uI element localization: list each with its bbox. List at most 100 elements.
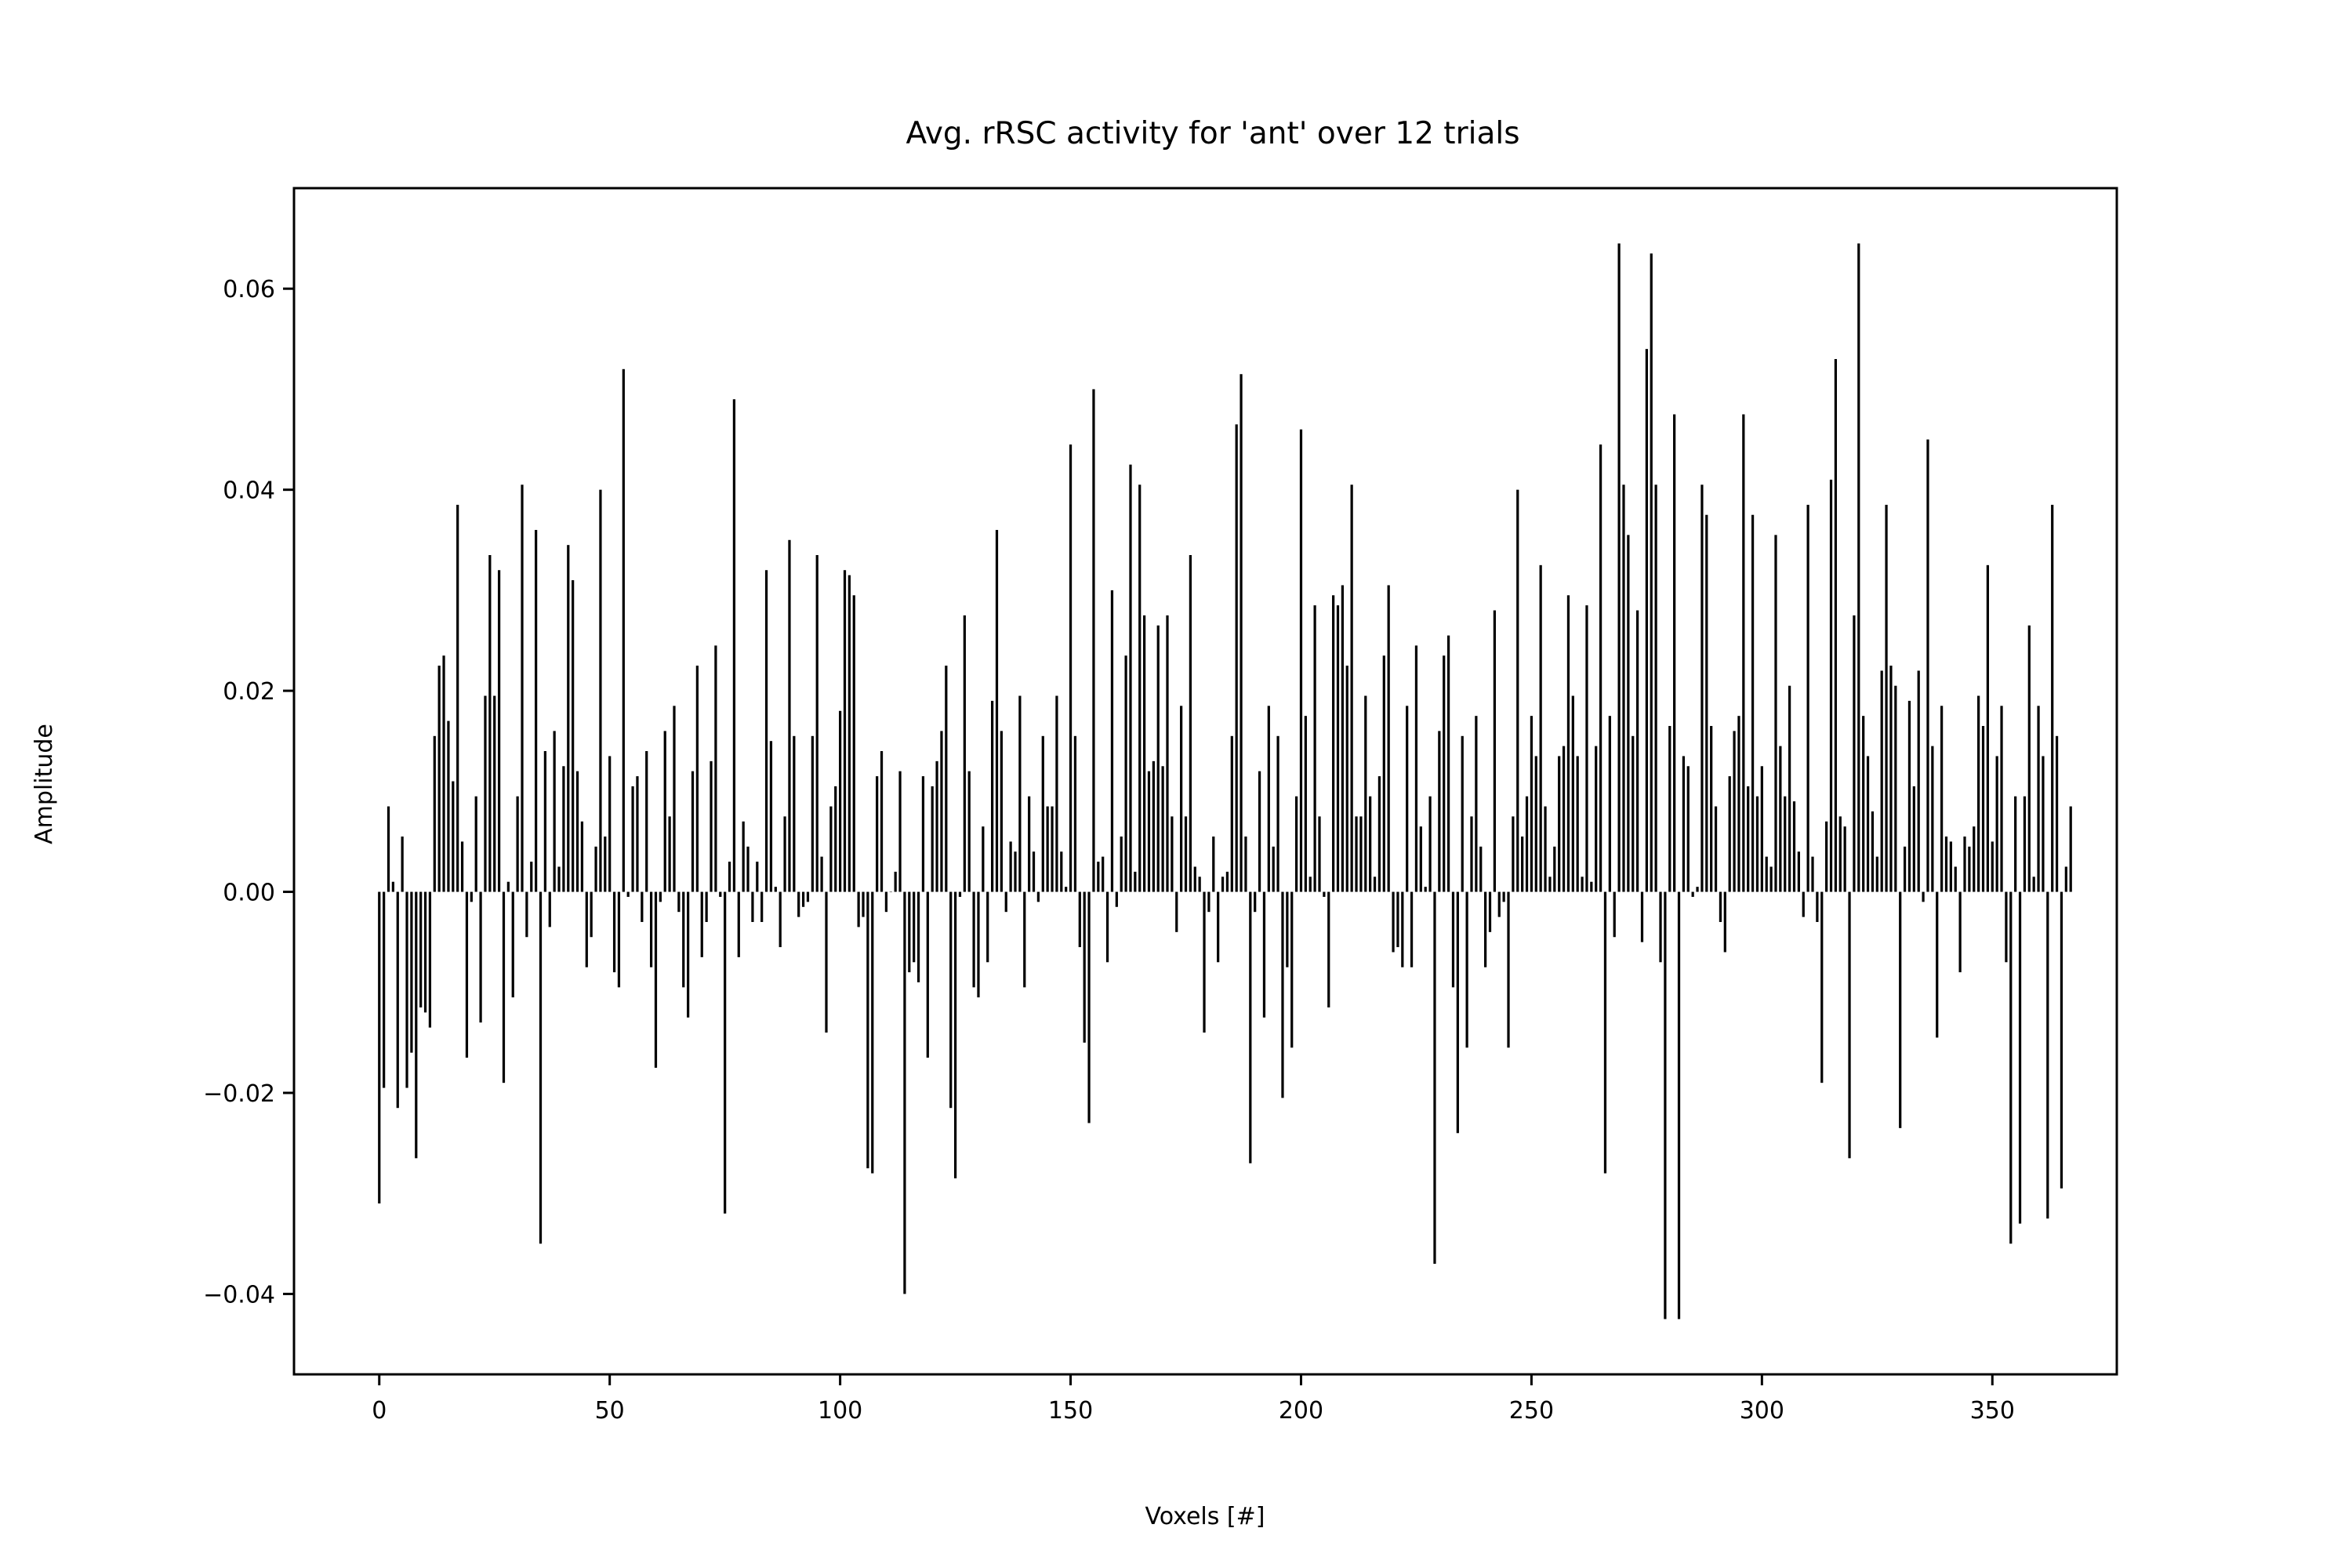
bar <box>415 891 418 1159</box>
bar <box>1627 535 1630 892</box>
bar <box>401 837 404 892</box>
bar <box>1249 891 1252 1163</box>
bar <box>1267 706 1270 892</box>
bar <box>1696 887 1699 892</box>
bar <box>636 776 639 892</box>
bar <box>423 891 427 1013</box>
bar <box>460 841 464 892</box>
x-tick-label: 50 <box>595 1397 625 1425</box>
bar <box>714 645 717 892</box>
bar <box>641 891 644 923</box>
y-axis-label: Amplitude <box>31 724 58 844</box>
bar <box>1414 645 1418 892</box>
bar <box>2014 796 2017 892</box>
bar <box>742 821 745 892</box>
bar <box>2064 866 2067 892</box>
bar <box>1562 746 1566 892</box>
bar <box>1470 816 1473 892</box>
bar <box>654 891 658 1068</box>
bar <box>2000 706 2003 892</box>
bar <box>774 887 777 892</box>
x-tick-label: 200 <box>1279 1397 1323 1425</box>
bar <box>1682 756 1686 892</box>
bar <box>419 891 423 1007</box>
bar <box>1677 891 1681 1319</box>
bar <box>1428 796 1432 892</box>
bar <box>1235 424 1238 892</box>
bar <box>1691 891 1694 897</box>
x-tick-label: 250 <box>1509 1397 1554 1425</box>
bar <box>1424 887 1427 892</box>
bar <box>1958 891 1962 973</box>
bar <box>1650 253 1653 892</box>
bar <box>884 891 888 913</box>
bar <box>572 580 575 892</box>
bar <box>1373 877 1377 892</box>
bar <box>866 891 869 1169</box>
chart-title: Avg. rRSC activity for 'ant' over 12 tri… <box>906 116 1519 151</box>
bar <box>1581 877 1584 892</box>
bar <box>1023 891 1026 988</box>
bar <box>1092 389 1095 892</box>
bar <box>2037 706 2040 892</box>
bar <box>553 731 556 892</box>
x-axis-label: Voxels [#] <box>1145 1503 1265 1530</box>
bar <box>1576 756 1579 892</box>
y-tick-label: −0.02 <box>203 1080 275 1108</box>
bar <box>530 862 533 892</box>
bar <box>710 760 713 892</box>
bar <box>1281 891 1284 1098</box>
bar <box>668 816 671 892</box>
bar <box>1622 485 1625 892</box>
bar <box>935 760 938 892</box>
bar <box>1811 856 1814 892</box>
bar <box>1041 735 1044 892</box>
bar <box>1760 766 1763 892</box>
bar <box>940 731 943 892</box>
bar <box>931 786 934 892</box>
bar <box>1871 811 1875 892</box>
bar <box>1595 746 1598 892</box>
bar <box>921 776 925 892</box>
bar <box>1419 826 1422 892</box>
bar <box>1497 891 1501 917</box>
bar <box>1755 796 1759 892</box>
bar <box>535 529 538 892</box>
bar <box>1290 891 1294 1048</box>
bar <box>1355 816 1358 892</box>
bar <box>1254 891 1257 913</box>
bar <box>1262 891 1266 1018</box>
bar <box>1152 760 1155 892</box>
bar <box>894 871 897 892</box>
bar <box>1105 891 1109 963</box>
bar <box>751 891 754 923</box>
bar <box>1244 837 1247 892</box>
bar <box>617 891 621 988</box>
bar <box>815 555 818 892</box>
bar <box>1986 564 1990 892</box>
bar <box>567 545 570 892</box>
bar <box>1714 806 1718 892</box>
bar <box>903 891 906 1294</box>
bar <box>1502 891 1505 902</box>
bar <box>682 891 685 988</box>
bar <box>1553 846 1556 892</box>
bar <box>1286 891 1289 967</box>
bar <box>1055 695 1058 892</box>
bar <box>1221 877 1225 892</box>
bar <box>1521 837 1524 892</box>
bar <box>1161 766 1164 892</box>
bar <box>1364 695 1367 892</box>
bar <box>2005 891 2008 963</box>
bar <box>1820 891 1824 1083</box>
bar <box>843 570 847 892</box>
bar <box>1765 856 1768 892</box>
bar <box>1632 735 1635 892</box>
bar <box>2051 504 2054 892</box>
bar <box>986 891 989 963</box>
bar <box>1705 514 1708 892</box>
bar <box>1189 555 1192 892</box>
bar <box>1829 479 1833 892</box>
bar <box>1862 716 1865 892</box>
